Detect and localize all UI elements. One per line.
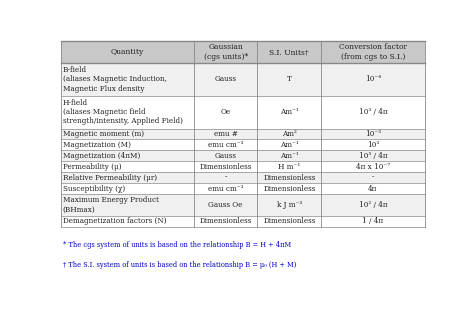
Text: H m⁻¹: H m⁻¹: [278, 163, 301, 171]
Text: H-field
(aliases Magnetic field
strength/intensity, Applied Field): H-field (aliases Magnetic field strength…: [63, 99, 182, 125]
Bar: [61, 183, 425, 194]
Bar: [61, 41, 425, 63]
Text: Magnetization (4πM): Magnetization (4πM): [63, 152, 140, 160]
Text: emu cm⁻³: emu cm⁻³: [208, 185, 244, 192]
Text: 4π x 10⁻⁷: 4π x 10⁻⁷: [356, 163, 390, 171]
Text: † The S.I. system of units is based on the relationship B = μ₀ (H + M): † The S.I. system of units is based on t…: [63, 261, 296, 269]
Text: Maximum Energy Product
(BHmax): Maximum Energy Product (BHmax): [63, 196, 159, 213]
Text: 10³: 10³: [367, 141, 379, 149]
Bar: [61, 161, 425, 172]
Text: 10⁻³: 10⁻³: [365, 130, 381, 138]
Text: 10⁻⁴: 10⁻⁴: [365, 75, 381, 83]
Text: -: -: [224, 174, 227, 182]
Text: Permeability (μ): Permeability (μ): [63, 163, 121, 171]
Bar: [61, 172, 425, 183]
Text: Magnetic moment (m): Magnetic moment (m): [63, 130, 144, 138]
Text: Am⁻¹: Am⁻¹: [280, 141, 299, 149]
Text: 10² / 4π: 10² / 4π: [359, 201, 387, 209]
Text: 1 / 4π: 1 / 4π: [363, 217, 383, 225]
Text: Dimensionless: Dimensionless: [200, 217, 252, 225]
Text: Dimensionless: Dimensionless: [200, 163, 252, 171]
Text: Dimensionless: Dimensionless: [263, 174, 316, 182]
Bar: [61, 150, 425, 161]
Text: 10³ / 4π: 10³ / 4π: [359, 108, 387, 116]
Bar: [61, 63, 425, 96]
Text: Relative Permeability (μr): Relative Permeability (μr): [63, 174, 157, 182]
Text: S.I. Units†: S.I. Units†: [270, 48, 309, 56]
Text: -: -: [372, 174, 374, 182]
Text: Gauss: Gauss: [215, 152, 237, 160]
Text: 4π: 4π: [368, 185, 378, 192]
Text: Am⁻¹: Am⁻¹: [280, 152, 299, 160]
Text: Dimensionless: Dimensionless: [263, 217, 316, 225]
Text: Demagnetization factors (N): Demagnetization factors (N): [63, 217, 166, 225]
Bar: [61, 216, 425, 227]
Text: Quantity: Quantity: [111, 48, 144, 56]
Text: Conversion factor
(from cgs to S.I.): Conversion factor (from cgs to S.I.): [339, 44, 407, 61]
Bar: [61, 96, 425, 129]
Bar: [61, 139, 425, 150]
Text: Susceptibility (χ): Susceptibility (χ): [63, 185, 125, 192]
Text: Gauss Oe: Gauss Oe: [209, 201, 243, 209]
Text: Gaussian
(cgs units)*: Gaussian (cgs units)*: [203, 44, 248, 61]
Text: Dimensionless: Dimensionless: [263, 185, 316, 192]
Text: B-field
(aliases Magnetic Induction,
Magnetic Flux density: B-field (aliases Magnetic Induction, Mag…: [63, 66, 166, 93]
Text: * The cgs system of units is based on the relationship B = H + 4πM: * The cgs system of units is based on th…: [63, 241, 291, 249]
Text: Oe: Oe: [220, 108, 231, 116]
Text: Gauss: Gauss: [215, 75, 237, 83]
Text: T: T: [287, 75, 292, 83]
Text: Am⁻¹: Am⁻¹: [280, 108, 299, 116]
Text: k J m⁻³: k J m⁻³: [277, 201, 302, 209]
Text: emu #: emu #: [214, 130, 237, 138]
Text: Magnetization (M): Magnetization (M): [63, 141, 130, 149]
Text: emu cm⁻³: emu cm⁻³: [208, 141, 244, 149]
Bar: [61, 194, 425, 216]
Bar: [61, 129, 425, 139]
Text: 10³ / 4π: 10³ / 4π: [359, 152, 387, 160]
Text: Am²: Am²: [282, 130, 297, 138]
